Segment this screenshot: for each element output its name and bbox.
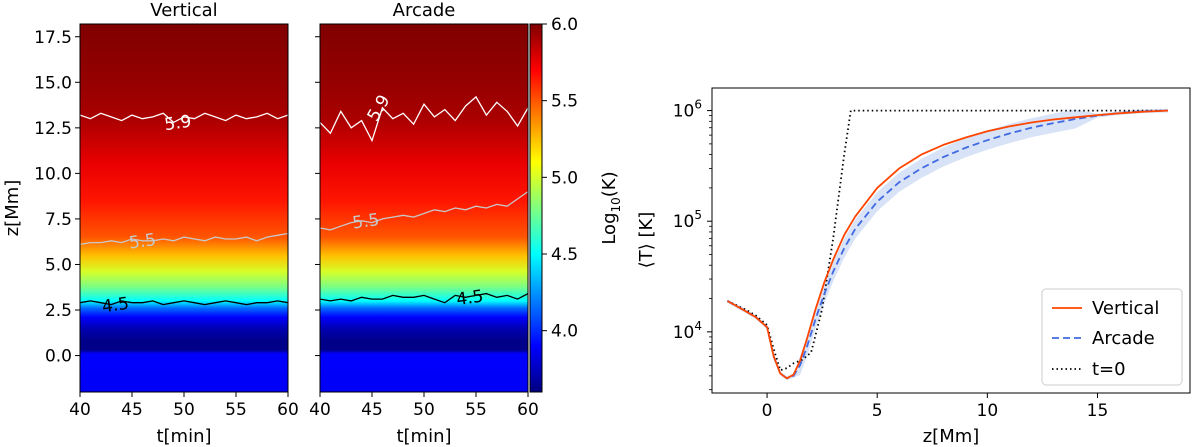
legend-label-arcade: Arcade bbox=[1092, 328, 1155, 349]
y-axis-arcade bbox=[315, 36, 320, 357]
colorbar-label-base: Log bbox=[599, 212, 620, 244]
series-line-t-0 bbox=[727, 109, 1168, 372]
title-vertical: Vertical bbox=[150, 0, 217, 21]
x-axis-vertical: 40 45 50 55 60 bbox=[69, 392, 299, 420]
colorbar-tick-label: 6.0 bbox=[551, 15, 578, 35]
xlabel-line: z[Mm] bbox=[923, 426, 980, 447]
series-line-vertical bbox=[726, 109, 1169, 380]
colorbar-ticks: 4.0 4.5 5.0 5.5 6.0 bbox=[542, 15, 578, 342]
line-chart-temperature: 0 5 10 15 104 105 106 z[Mm] ⟨T⟩ [K] Vertical … bbox=[636, 87, 1191, 447]
xlabel-arcade: t[min] bbox=[396, 426, 451, 447]
colorbar-gradient bbox=[530, 24, 542, 392]
legend-label-t0: t=0 bbox=[1092, 359, 1126, 380]
y-tick-label: 106 bbox=[673, 98, 702, 122]
y-tick-label: 0.0 bbox=[45, 347, 72, 367]
contour-label-5-5: 5.5 bbox=[128, 230, 158, 254]
colorbar-label-sub: 10 bbox=[609, 197, 623, 212]
heatmap-arcade-field bbox=[320, 24, 528, 392]
y-tick-label: 105 bbox=[673, 208, 702, 232]
y-axis-vertical: 0.0 2.5 5.0 7.5 10.0 12.5 15.0 17.5 bbox=[34, 28, 80, 367]
line-axes-frame bbox=[711, 87, 1191, 394]
colorbar-tick-label: 4.5 bbox=[551, 245, 578, 265]
legend: Vertical Arcade t=0 bbox=[1041, 288, 1183, 386]
ylabel-vertical: z[Mm] bbox=[2, 180, 23, 237]
xlabel-vertical: t[min] bbox=[156, 426, 211, 447]
y-tick-label: 104 bbox=[673, 319, 702, 343]
y-tick-label: 12.5 bbox=[34, 119, 72, 139]
x-tick-label: 10 bbox=[977, 401, 999, 421]
y-tick-label: 10.0 bbox=[34, 164, 72, 184]
y-tick-label: 15.0 bbox=[34, 73, 72, 93]
arcade-band-area bbox=[727, 108, 1168, 381]
contour-line-5-9 bbox=[80, 112, 288, 124]
contour-line-4-5 bbox=[80, 300, 288, 306]
x-tick-label: 15 bbox=[1087, 401, 1109, 421]
title-arcade: Arcade bbox=[393, 0, 456, 21]
x-tick-label: 60 bbox=[517, 400, 539, 420]
heatmap-arcade: 5.95.54.5 40 45 50 55 60 Arcade t[min] bbox=[309, 0, 539, 447]
heatmap-vertical-field bbox=[80, 24, 288, 392]
x-axis-arcade: 40 45 50 55 60 bbox=[309, 392, 539, 420]
y-tick-label: 5.0 bbox=[45, 255, 72, 275]
y-tick-label: 2.5 bbox=[45, 301, 72, 321]
x-tick-label: 45 bbox=[361, 400, 383, 420]
colorbar-tick-label: 4.0 bbox=[551, 322, 578, 342]
arcade-spread-band bbox=[727, 108, 1168, 381]
x-tick-label: 50 bbox=[173, 400, 195, 420]
contour-label-5-5: 5.5 bbox=[351, 210, 381, 234]
x-tick-label: 60 bbox=[277, 400, 299, 420]
line-series bbox=[726, 109, 1169, 380]
colorbar-label-tail: (K) bbox=[599, 171, 620, 197]
contours-vertical: 5.9 5.5 4.5 bbox=[80, 112, 288, 318]
x-tick-label: 0 bbox=[762, 401, 773, 421]
heatmap-vertical: 5.9 5.5 4.5 40 45 50 55 60 0.0 2.5 5.0 7.5 10.0 12.… bbox=[2, 0, 299, 447]
ylabel-line: ⟨T⟩ [K] bbox=[636, 212, 657, 269]
contour-line-4-5 bbox=[320, 292, 528, 304]
contour-label-4-5: 4.5 bbox=[455, 287, 485, 311]
x-tick-label: 40 bbox=[309, 400, 331, 420]
colorbar-frame bbox=[529, 23, 543, 393]
colorbar-label: Log10(K) bbox=[599, 171, 623, 244]
x-tick-label: 55 bbox=[225, 400, 247, 420]
contour-label-4-5: 4.5 bbox=[101, 294, 131, 318]
y-tick-label: 17.5 bbox=[34, 28, 72, 48]
x-tick-label: 45 bbox=[121, 400, 143, 420]
contour-line-5-5 bbox=[80, 232, 288, 246]
colorbar-tick-label: 5.5 bbox=[551, 92, 578, 112]
contour-line-5-9 bbox=[320, 95, 528, 143]
x-tick-label: 5 bbox=[872, 401, 883, 421]
colorbar: 4.0 4.5 5.0 5.5 6.0 Log10(K) bbox=[529, 15, 623, 393]
y-axis-line: 104 105 106 bbox=[673, 98, 712, 391]
legend-box bbox=[1041, 288, 1183, 386]
contour-label-5-9: 5.9 bbox=[163, 112, 193, 136]
legend-label-vertical: Vertical bbox=[1092, 298, 1159, 319]
x-tick-label: 55 bbox=[465, 400, 487, 420]
x-tick-label: 40 bbox=[69, 400, 91, 420]
contour-line-5-5 bbox=[320, 191, 528, 231]
x-tick-label: 50 bbox=[413, 400, 435, 420]
y-tick-label: 7.5 bbox=[45, 210, 72, 230]
colorbar-tick-label: 5.0 bbox=[551, 168, 578, 188]
x-axis-line: 0 5 10 15 bbox=[762, 393, 1109, 421]
